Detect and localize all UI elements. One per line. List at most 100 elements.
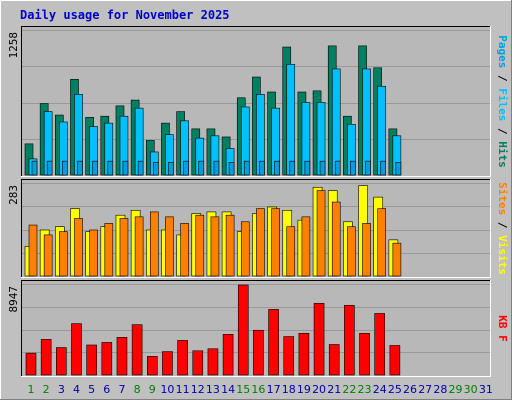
sites-bar [377, 208, 387, 277]
pages-bar [31, 160, 38, 176]
sites-bar [210, 216, 220, 277]
pages-bar [274, 160, 280, 176]
x-tick-label-day: 17 [267, 383, 281, 396]
pages-bar [243, 160, 250, 176]
pages-bar [259, 160, 265, 176]
pages-bar [334, 160, 341, 176]
pages-bar [183, 160, 189, 176]
x-tick-label-day: 14 [221, 383, 235, 396]
sites-bar [362, 223, 371, 277]
x-tick-label-day: 23 [358, 383, 372, 396]
x-tick-label-day: 30 [464, 383, 478, 396]
x-tick-label-day: 5 [88, 383, 95, 396]
x-tick-label-day: 19 [297, 383, 311, 396]
top-ymax-label: 1258 [7, 32, 20, 59]
panel-hits-files-pages: 1258 Pages / Files / Hits [7, 26, 509, 177]
pages-bar [198, 160, 205, 176]
top-axis-title: Pages / Files / Hits [496, 35, 509, 168]
x-tick-label-day: 28 [433, 383, 447, 396]
x-tick-label-day: 20 [312, 383, 326, 396]
x-tick-label-day: 9 [149, 383, 156, 396]
pages-bar [92, 160, 98, 176]
sites-bar [301, 216, 311, 277]
sites-bar [316, 190, 326, 277]
bottom-ymax-label: 8947 [7, 286, 20, 313]
kbf-bar [192, 350, 204, 376]
middle-axis-title-part: Sites [496, 182, 509, 215]
kbf-bar [344, 305, 355, 376]
sites-bar [59, 231, 68, 277]
pages-bar [77, 160, 83, 176]
pages-bar [152, 162, 159, 176]
pages-bar [395, 162, 402, 176]
sites-bar [28, 224, 38, 277]
kbf-bar [313, 302, 325, 376]
x-tick-label-day: 12 [191, 383, 205, 396]
x-tick-label-day: 22 [342, 383, 356, 396]
bottom-axis-title-part: KB F [496, 315, 509, 342]
kbf-bar [116, 337, 128, 376]
sites-bar [195, 214, 205, 277]
top-axis-title-part: Pages [496, 35, 509, 68]
kbf-bar [101, 342, 113, 376]
pages-bar [319, 160, 326, 176]
kbf-bar [25, 352, 37, 376]
kbf-bar [253, 329, 264, 376]
middle-axis-title-part: Visits [496, 235, 509, 275]
sites-bar [74, 218, 83, 277]
x-tick-label-day: 11 [176, 383, 190, 396]
x-tick-label-day: 21 [327, 383, 341, 396]
x-tick-label-day: 10 [160, 383, 174, 396]
top-axis-title-part: Files [496, 88, 509, 121]
pages-bar [46, 160, 53, 176]
pages-bar [213, 160, 220, 176]
pages-bar [107, 160, 114, 176]
x-axis-day-labels: 1 2 3 4 5 6 7 8 9 10 11 12 13 14 15 16 17 18 19 20 21 22 23 24 2… [28, 383, 493, 396]
pages-bar [380, 160, 387, 176]
middle-axis-title-part: / [496, 215, 509, 235]
sites-bar [331, 201, 341, 277]
kbf-bar [177, 340, 188, 376]
panel-visits-sites: 283 Sites / Visits [7, 179, 509, 278]
pages-bar [289, 160, 296, 176]
kbf-bar [56, 347, 67, 376]
pages-bar [122, 160, 129, 176]
chart-title: Daily usage for November 2025 [20, 8, 230, 22]
pages-bar [62, 160, 68, 176]
kbf-bar [86, 344, 97, 376]
x-tick-label-day: 2 [43, 383, 50, 396]
files-bar [331, 68, 341, 176]
kbf-bar [222, 334, 234, 376]
middle-axis-title: Sites / Visits [496, 182, 509, 275]
kbf-bar [71, 323, 82, 376]
x-tick-label-day: 8 [134, 383, 141, 396]
sites-bar [286, 226, 296, 277]
x-tick-label-day: 6 [103, 383, 110, 396]
x-tick-label-day: 24 [373, 383, 387, 396]
sites-bar [225, 214, 235, 277]
sites-bar [347, 226, 356, 277]
files-bar [362, 68, 371, 176]
sites-bar [149, 211, 159, 277]
sites-bar [43, 234, 53, 277]
kbf-bar [328, 344, 340, 376]
kbf-bar [207, 348, 219, 376]
kbf-bar [389, 345, 401, 376]
pages-bar [137, 160, 144, 176]
x-tick-label-day: 16 [251, 383, 265, 396]
files-bar [286, 64, 296, 176]
kbf-bar [359, 332, 370, 376]
sites-bar [392, 242, 402, 277]
sites-bar [271, 208, 280, 277]
kbf-bar [131, 324, 143, 376]
kbf-bar [374, 313, 386, 376]
x-tick-label-day: 25 [388, 383, 402, 396]
pages-bar [304, 160, 311, 176]
kbf-bar [40, 339, 52, 376]
panel-kbf: 8947 KB F [7, 280, 509, 377]
top-axis-title-part: / [496, 121, 509, 141]
sites-bar [134, 216, 144, 277]
x-tick-label-day: 7 [118, 383, 125, 396]
